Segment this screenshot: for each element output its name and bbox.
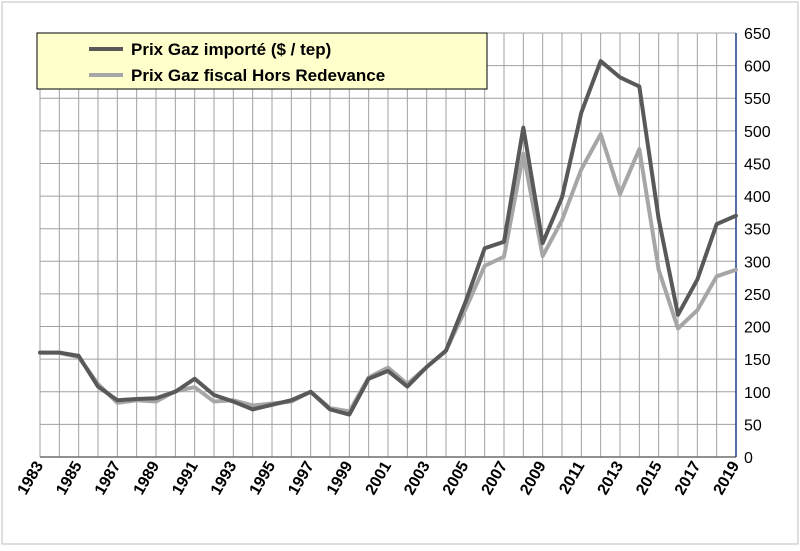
legend-box <box>36 32 488 90</box>
y-tick-label: 200 <box>744 320 771 337</box>
series-line-2 <box>38 132 738 414</box>
legend-label-1: Prix Gaz importé ($ / tep) <box>131 40 331 59</box>
y-tick-label: 550 <box>744 91 771 108</box>
y-tick-label: 250 <box>744 287 771 304</box>
y-tick-label: 500 <box>744 124 771 141</box>
y-tick-label: 150 <box>744 352 771 369</box>
y-tick-label: 50 <box>744 417 762 434</box>
y-tick-label: 0 <box>744 450 753 467</box>
series-line-1 <box>38 59 738 417</box>
y-tick-label: 100 <box>744 385 771 402</box>
y-tick-label: 450 <box>744 156 771 173</box>
legend-label-2: Prix Gaz fiscal Hors Redevance <box>131 66 385 85</box>
y-tick-label: 600 <box>744 59 771 76</box>
y-tick-label: 350 <box>744 222 771 239</box>
y-tick-label: 400 <box>744 189 771 206</box>
y-tick-label: 300 <box>744 254 771 271</box>
y-tick-label: 650 <box>744 26 771 43</box>
